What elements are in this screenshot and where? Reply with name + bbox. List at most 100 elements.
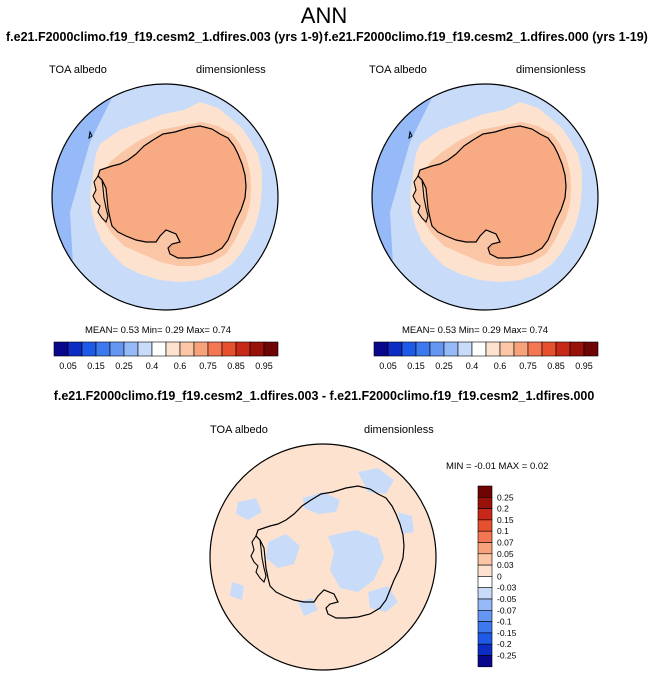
map1-island	[88, 130, 93, 140]
diff-variable-label: TOA albedo	[210, 424, 268, 436]
colorbar-swatch	[67, 341, 83, 357]
panel1-min-value: 0.29	[165, 325, 184, 336]
colorbar-tick-label: 0.75	[199, 361, 217, 371]
panel1-variable-label: TOA albedo	[49, 64, 107, 76]
diff-colorbar-tick-label: -0.05	[497, 594, 517, 604]
diff-colorbar-tick-label: 0.1	[497, 526, 509, 536]
diff-title: f.e21.F2000climo.f19_f19.cesm2_1.dfires.…	[53, 389, 595, 403]
diff-colorbar-tick-label: -0.07	[497, 605, 517, 615]
panel2-colorbar: 0.05 0.15 0.25 0.4 0.6 0.75 0.85 0.95	[373, 341, 599, 371]
colorbar-swatch	[249, 341, 265, 357]
diff-negative-patch	[266, 534, 300, 568]
panel2-variable-label: TOA albedo	[369, 64, 427, 76]
panel1-polar-map	[51, 83, 279, 311]
colorbar-swatch	[485, 341, 501, 357]
diff-colorbar-tick-label: 0.07	[497, 538, 514, 548]
colorbar-tick-label: 0.95	[255, 361, 273, 371]
colorbar-swatch	[207, 341, 223, 357]
colorbar-tick-label: 0.75	[519, 361, 537, 371]
diff-positive-region	[210, 444, 436, 670]
map1-ice-sheet	[98, 126, 246, 258]
diff-negative-patch	[368, 586, 398, 612]
diff-colorbar-swatch	[477, 587, 493, 600]
colorbar-swatch	[583, 341, 599, 357]
panel1-case-title: f.e21.F2000climo.f19_f19.cesm2_1.dfires.…	[6, 30, 323, 44]
diff-colorbar-swatch	[477, 632, 493, 645]
colorbar-swatch	[221, 341, 237, 357]
diff-colorbar-swatch	[477, 530, 493, 543]
diff-peninsula-coastline	[250, 535, 267, 584]
diff-stats: MIN = -0.01 MAX = 0.02	[446, 461, 548, 472]
colorbar-tick-label: 0.4	[146, 361, 159, 371]
diff-colorbar-tick-label: 0.03	[497, 560, 514, 570]
panel2-mean-label: MEAN=	[402, 325, 435, 336]
panel1-min-label: Min=	[141, 325, 163, 336]
diff-colorbar-tick-label: 0.15	[497, 515, 514, 525]
colorbar-tick-label: 0.6	[174, 361, 187, 371]
diff-min-label: MIN =	[446, 461, 472, 472]
diff-colorbar-tick-label: 0	[497, 571, 502, 581]
colorbar-swatch	[527, 341, 543, 357]
colorbar-tick-label: 0.25	[435, 361, 453, 371]
diff-max-value: 0.02	[529, 461, 549, 472]
colorbar-swatch	[137, 341, 153, 357]
colorbar-swatch	[123, 341, 139, 357]
colorbar-tick-label: 0.25	[115, 361, 133, 371]
colorbar-swatch	[165, 341, 181, 357]
figure-title: ANN	[300, 3, 348, 28]
colorbar-tick-label: 0.15	[87, 361, 105, 371]
diff-units-label: dimensionless	[364, 424, 434, 436]
diff-colorbar-swatch	[477, 485, 493, 498]
colorbar-swatch	[95, 341, 111, 357]
diff-colorbar-tick-label: 0.25	[497, 492, 514, 502]
colorbar-swatch	[53, 341, 69, 357]
colorbar-tick-label: 0.6	[494, 361, 507, 371]
colorbar-swatch	[555, 341, 571, 357]
diff-colorbar-swatch	[477, 598, 493, 611]
panel2-max-value: 0.74	[529, 325, 549, 336]
diff-colorbar-swatch	[477, 655, 493, 668]
colorbar-swatch	[263, 341, 279, 357]
colorbar-swatch	[109, 341, 125, 357]
panel1-mean-label: MEAN=	[85, 325, 118, 336]
panel2-units-label: dimensionless	[516, 64, 586, 76]
diff-min-value: -0.01	[474, 461, 496, 472]
diff-polar-map	[209, 443, 437, 671]
colorbar-swatch	[471, 341, 487, 357]
colorbar-swatch	[235, 341, 251, 357]
diff-colorbar-tick-label: 0.2	[497, 504, 509, 514]
diff-boundary	[209, 443, 437, 671]
colorbar-swatch	[499, 341, 515, 357]
colorbar-swatch	[193, 341, 209, 357]
diff-colorbar-swatch	[477, 643, 493, 656]
colorbar-swatch	[541, 341, 557, 357]
map2-peninsula-coastline	[412, 175, 429, 224]
colorbar-tick-label: 0.95	[575, 361, 593, 371]
panel1-max-value: 0.74	[212, 325, 232, 336]
diff-colorbar-tick-label: -0.1	[497, 617, 512, 627]
colorbar-tick-label: 0.15	[407, 361, 425, 371]
diff-colorbar-swatch	[477, 542, 493, 555]
diff-max-label: MAX =	[498, 461, 528, 472]
panel1-max-label: Max=	[186, 325, 210, 336]
panel1-colorbar: 0.05 0.15 0.25 0.4 0.6 0.75 0.85 0.95	[53, 341, 279, 371]
colorbar-swatch	[429, 341, 445, 357]
map2-peninsula	[413, 176, 428, 222]
map2-ice-sheet	[418, 126, 566, 258]
panel2-case-title: f.e21.F2000climo.f19_f19.cesm2_1.dfires.…	[324, 30, 648, 44]
colorbar-swatch	[513, 341, 529, 357]
diff-colorbar-tick-label: -0.03	[497, 583, 517, 593]
colorbar-tick-label: 0.4	[466, 361, 479, 371]
map1-peninsula	[93, 176, 108, 222]
diff-colorbar-swatch	[477, 508, 493, 521]
panel1-stats: MEAN= 0.53 Min= 0.29 Max= 0.74	[85, 325, 231, 336]
colorbar-swatch	[81, 341, 97, 357]
diff-colorbar-swatch	[477, 564, 493, 577]
diff-negative-patch	[328, 530, 384, 592]
colorbar-swatch	[179, 341, 195, 357]
colorbar-tick-label: 0.85	[227, 361, 245, 371]
panel2-polar-map	[371, 83, 599, 311]
diff-negative-patch	[230, 582, 244, 600]
diff-colorbar-swatch	[477, 519, 493, 532]
panel1-mean-value: 0.53	[120, 325, 140, 336]
